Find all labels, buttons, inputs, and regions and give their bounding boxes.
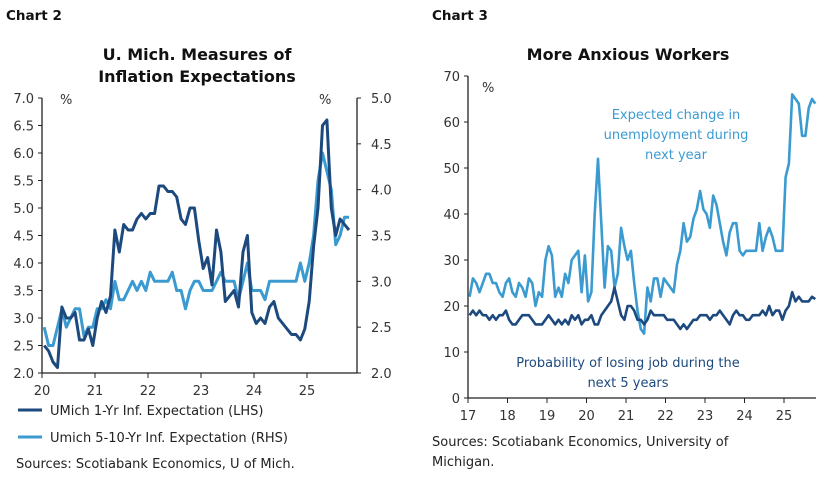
y-tick-label: 10 (443, 346, 460, 361)
left-tick-label: 7.0 (13, 92, 34, 107)
y-tick-label: 20 (443, 300, 460, 315)
left-tick-label: 6.5 (13, 120, 34, 135)
x-tick-label: 18 (499, 409, 516, 424)
right-tick-label: 3.0 (371, 275, 392, 290)
x-tick-label: 19 (539, 409, 556, 424)
x-tick-label: 20 (34, 384, 51, 399)
annotation-probability-line-2: next 5 years (587, 376, 668, 391)
left-tick-label: 4.0 (13, 257, 34, 272)
x-tick-label: 22 (657, 409, 674, 424)
left-tick-label: 6.0 (13, 147, 34, 162)
y-tick-label: 60 (443, 116, 460, 131)
left-tick-label: 2.5 (13, 340, 34, 355)
right-tick-label: 2.5 (371, 321, 392, 336)
x-tick-label: 22 (140, 384, 157, 399)
chart-2-left-unit: % (60, 93, 72, 108)
x-tick-label: 17 (460, 409, 477, 424)
series-1yr-line (43, 118, 351, 369)
left-tick-label: 3.5 (13, 285, 34, 300)
y-tick-label: 0 (452, 392, 460, 407)
chart-2-source: Sources: Scotiabank Economics, U of Mich… (16, 457, 295, 472)
x-tick-label: 23 (697, 409, 714, 424)
y-tick-label: 40 (443, 208, 460, 223)
right-tick-label: 3.5 (371, 230, 392, 245)
series-expected-unemployment-line (468, 93, 817, 335)
chart-2-label: Chart 2 (6, 8, 62, 24)
annotation-expected-line-2: unemployment during (604, 128, 749, 143)
y-tick-label: 30 (443, 254, 460, 269)
left-tick-label: 4.5 (13, 230, 34, 245)
right-tick-label: 4.5 (371, 138, 392, 153)
annotation-expected-line-3: next year (645, 148, 708, 163)
left-tick-label: 2.0 (13, 367, 34, 382)
chart-2-title-line-2: Inflation Expectations (98, 67, 296, 86)
chart-2-right-unit: % (319, 93, 331, 108)
chart-3-unit: % (482, 81, 494, 96)
x-tick-label: 23 (193, 384, 210, 399)
x-tick-label: 24 (736, 409, 753, 424)
legend-label-1yr: UMich 1-Yr Inf. Expectation (LHS) (50, 404, 263, 419)
legend-label-5-10yr: Umich 5-10-Yr Inf. Expectation (RHS) (50, 431, 288, 446)
left-tick-label: 5.5 (13, 175, 34, 190)
chart-3: Chart 3 More Anxious Workers % 0 10 20 30 40… (432, 8, 817, 470)
chart-2: Chart 2 U. Mich. Measures of Inflation E… (6, 8, 392, 472)
chart-2-title-line-1: U. Mich. Measures of (103, 45, 293, 64)
annotation-probability-line-1: Probability of losing job during the (516, 356, 739, 371)
left-tick-label: 3.0 (13, 312, 34, 327)
annotation-expected-line-1: Expected change in (612, 108, 741, 123)
series-job-loss-line (468, 286, 817, 331)
x-tick-label: 24 (246, 384, 263, 399)
right-tick-label: 2.0 (371, 367, 392, 382)
chart-3-source-line-1: Sources: Scotiabank Economics, Universit… (432, 435, 729, 450)
left-tick-label: 5.0 (13, 202, 34, 217)
chart-3-title: More Anxious Workers (527, 45, 730, 64)
x-tick-label: 25 (776, 409, 793, 424)
y-tick-label: 50 (443, 162, 460, 177)
right-tick-label: 4.0 (371, 184, 392, 199)
x-tick-label: 21 (87, 384, 104, 399)
y-tick-label: 70 (443, 70, 460, 85)
chart-3-label: Chart 3 (432, 8, 488, 24)
chart-3-source-line-2: Michigan. (432, 455, 494, 470)
x-tick-label: 25 (299, 384, 316, 399)
x-tick-label: 21 (618, 409, 635, 424)
right-tick-label: 5.0 (371, 92, 392, 107)
x-tick-label: 20 (578, 409, 595, 424)
series-5-10yr-line (42, 151, 349, 347)
